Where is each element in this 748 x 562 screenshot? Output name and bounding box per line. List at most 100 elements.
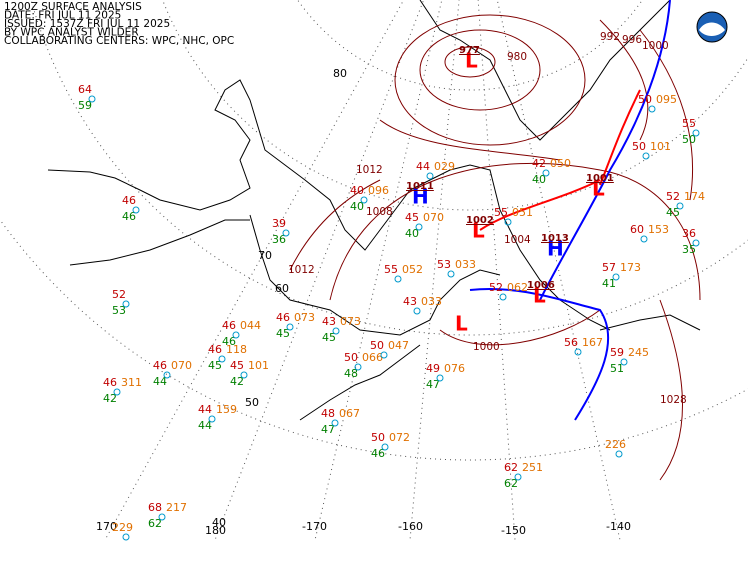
station-pressure: 229 — [112, 521, 133, 534]
station-dewpoint: 46 — [122, 210, 136, 223]
station-temperature: 53 — [437, 258, 451, 271]
pressure-center: H — [412, 185, 429, 209]
center-pressure: 977 — [459, 45, 480, 56]
center-pressure: 1013 — [541, 233, 569, 244]
station-pressure: 118 — [226, 343, 247, 356]
station-temperature: 43 — [403, 295, 417, 308]
station-dewpoint: 48 — [344, 367, 358, 380]
station-temperature: 44 — [198, 403, 212, 416]
station-pressure: 226 — [605, 438, 626, 451]
longitude-label: -140 — [606, 520, 631, 533]
fronts — [469, 0, 671, 421]
station-temperature: 46 — [103, 376, 117, 389]
station-dewpoint: 62 — [148, 517, 162, 530]
station-marker — [642, 152, 650, 160]
station-pressure: 101 — [248, 359, 269, 372]
isobar-label: 980 — [507, 51, 527, 63]
station-marker — [426, 172, 434, 180]
station-marker — [612, 273, 620, 281]
station-dewpoint: 44 — [198, 419, 212, 432]
station-temperature: 55 — [384, 263, 398, 276]
station-temperature: 50 — [632, 140, 646, 153]
station-pressure: 073 — [294, 311, 315, 324]
station-pressure: 073 — [340, 315, 361, 328]
station-temperature: 46 — [153, 359, 167, 372]
center-pressure: 1011 — [406, 181, 434, 192]
station-pressure: 159 — [216, 403, 237, 416]
header-line: DATE: FRI JUL 11 2025 — [4, 10, 121, 22]
station-temperature: 46 — [222, 319, 236, 332]
station-marker — [620, 358, 628, 366]
station-marker — [692, 129, 700, 137]
station-marker — [218, 355, 226, 363]
station-pressure: 072 — [389, 431, 410, 444]
station-pressure: 052 — [402, 263, 423, 276]
pressure-center: L — [592, 177, 605, 201]
station-marker — [208, 415, 216, 423]
pressure-center: L — [455, 312, 468, 336]
station-temperature: 52 — [112, 288, 126, 301]
station-marker — [574, 348, 582, 356]
station-marker — [282, 229, 290, 237]
station-marker — [447, 270, 455, 278]
latitude-label: 80 — [333, 67, 347, 80]
header-line: ISSUED: 1537Z FRI JUL 11 2025 — [4, 18, 170, 30]
header-line: COLLABORATING CENTERS: WPC, NHC, OPC — [4, 35, 234, 47]
station-marker — [504, 218, 512, 226]
station-marker — [360, 196, 368, 204]
isobar-label: 1028 — [660, 394, 687, 406]
station-marker — [286, 323, 294, 331]
station-dewpoint: 47 — [321, 423, 335, 436]
latitude-label: 60 — [275, 282, 289, 295]
station-marker — [88, 95, 96, 103]
isobar-label: 1004 — [504, 234, 531, 246]
station-dewpoint: 47 — [426, 378, 440, 391]
isobar-label: 1008 — [366, 206, 393, 218]
longitude-label: -150 — [501, 524, 526, 537]
station-temperature: 68 — [148, 501, 162, 514]
station-marker — [122, 533, 130, 541]
station-temperature: 59 — [610, 346, 624, 359]
station-temperature: 36 — [682, 227, 696, 240]
station-dewpoint: 36 — [272, 233, 286, 246]
station-pressure: 029 — [434, 160, 455, 173]
station-dewpoint: 45 — [666, 206, 680, 219]
station-pressure: 067 — [339, 407, 360, 420]
station-pressure: 217 — [166, 501, 187, 514]
latitude-label: 70 — [258, 249, 272, 262]
station-marker — [163, 371, 171, 379]
station-marker — [332, 327, 340, 335]
station-pressure: 044 — [240, 319, 261, 332]
station-marker — [232, 331, 240, 339]
station-marker — [676, 202, 684, 210]
station-marker — [381, 443, 389, 451]
station-pressure: 051 — [512, 206, 533, 219]
station-temperature: 64 — [78, 83, 92, 96]
isobar-label: 1000 — [642, 40, 669, 52]
longitude-label: 180 — [205, 524, 226, 537]
center-pressure: 1002 — [466, 215, 494, 226]
station-dewpoint: 59 — [78, 99, 92, 112]
station-pressure: 245 — [628, 346, 649, 359]
station-pressure: 251 — [522, 461, 543, 474]
station-marker — [158, 513, 166, 521]
station-marker — [331, 419, 339, 427]
station-temperature: 52 — [666, 190, 680, 203]
station-pressure: 173 — [620, 261, 641, 274]
latitude-label: 50 — [245, 396, 259, 409]
longitude-label: -170 — [302, 520, 327, 533]
station-pressure: 062 — [507, 281, 528, 294]
station-dewpoint: 45 — [208, 359, 222, 372]
station-pressure: 070 — [171, 359, 192, 372]
station-dewpoint: 41 — [602, 277, 616, 290]
station-temperature: 50 — [371, 431, 385, 444]
station-dewpoint: 40 — [532, 173, 546, 186]
station-temperature: 55 — [682, 117, 696, 130]
station-temperature: 45 — [230, 359, 244, 372]
station-pressure: 050 — [550, 157, 571, 170]
station-pressure: 047 — [388, 339, 409, 352]
station-dewpoint: 46 — [222, 335, 236, 348]
station-dewpoint: 35 — [682, 243, 696, 256]
station-temperature: 43 — [322, 315, 336, 328]
